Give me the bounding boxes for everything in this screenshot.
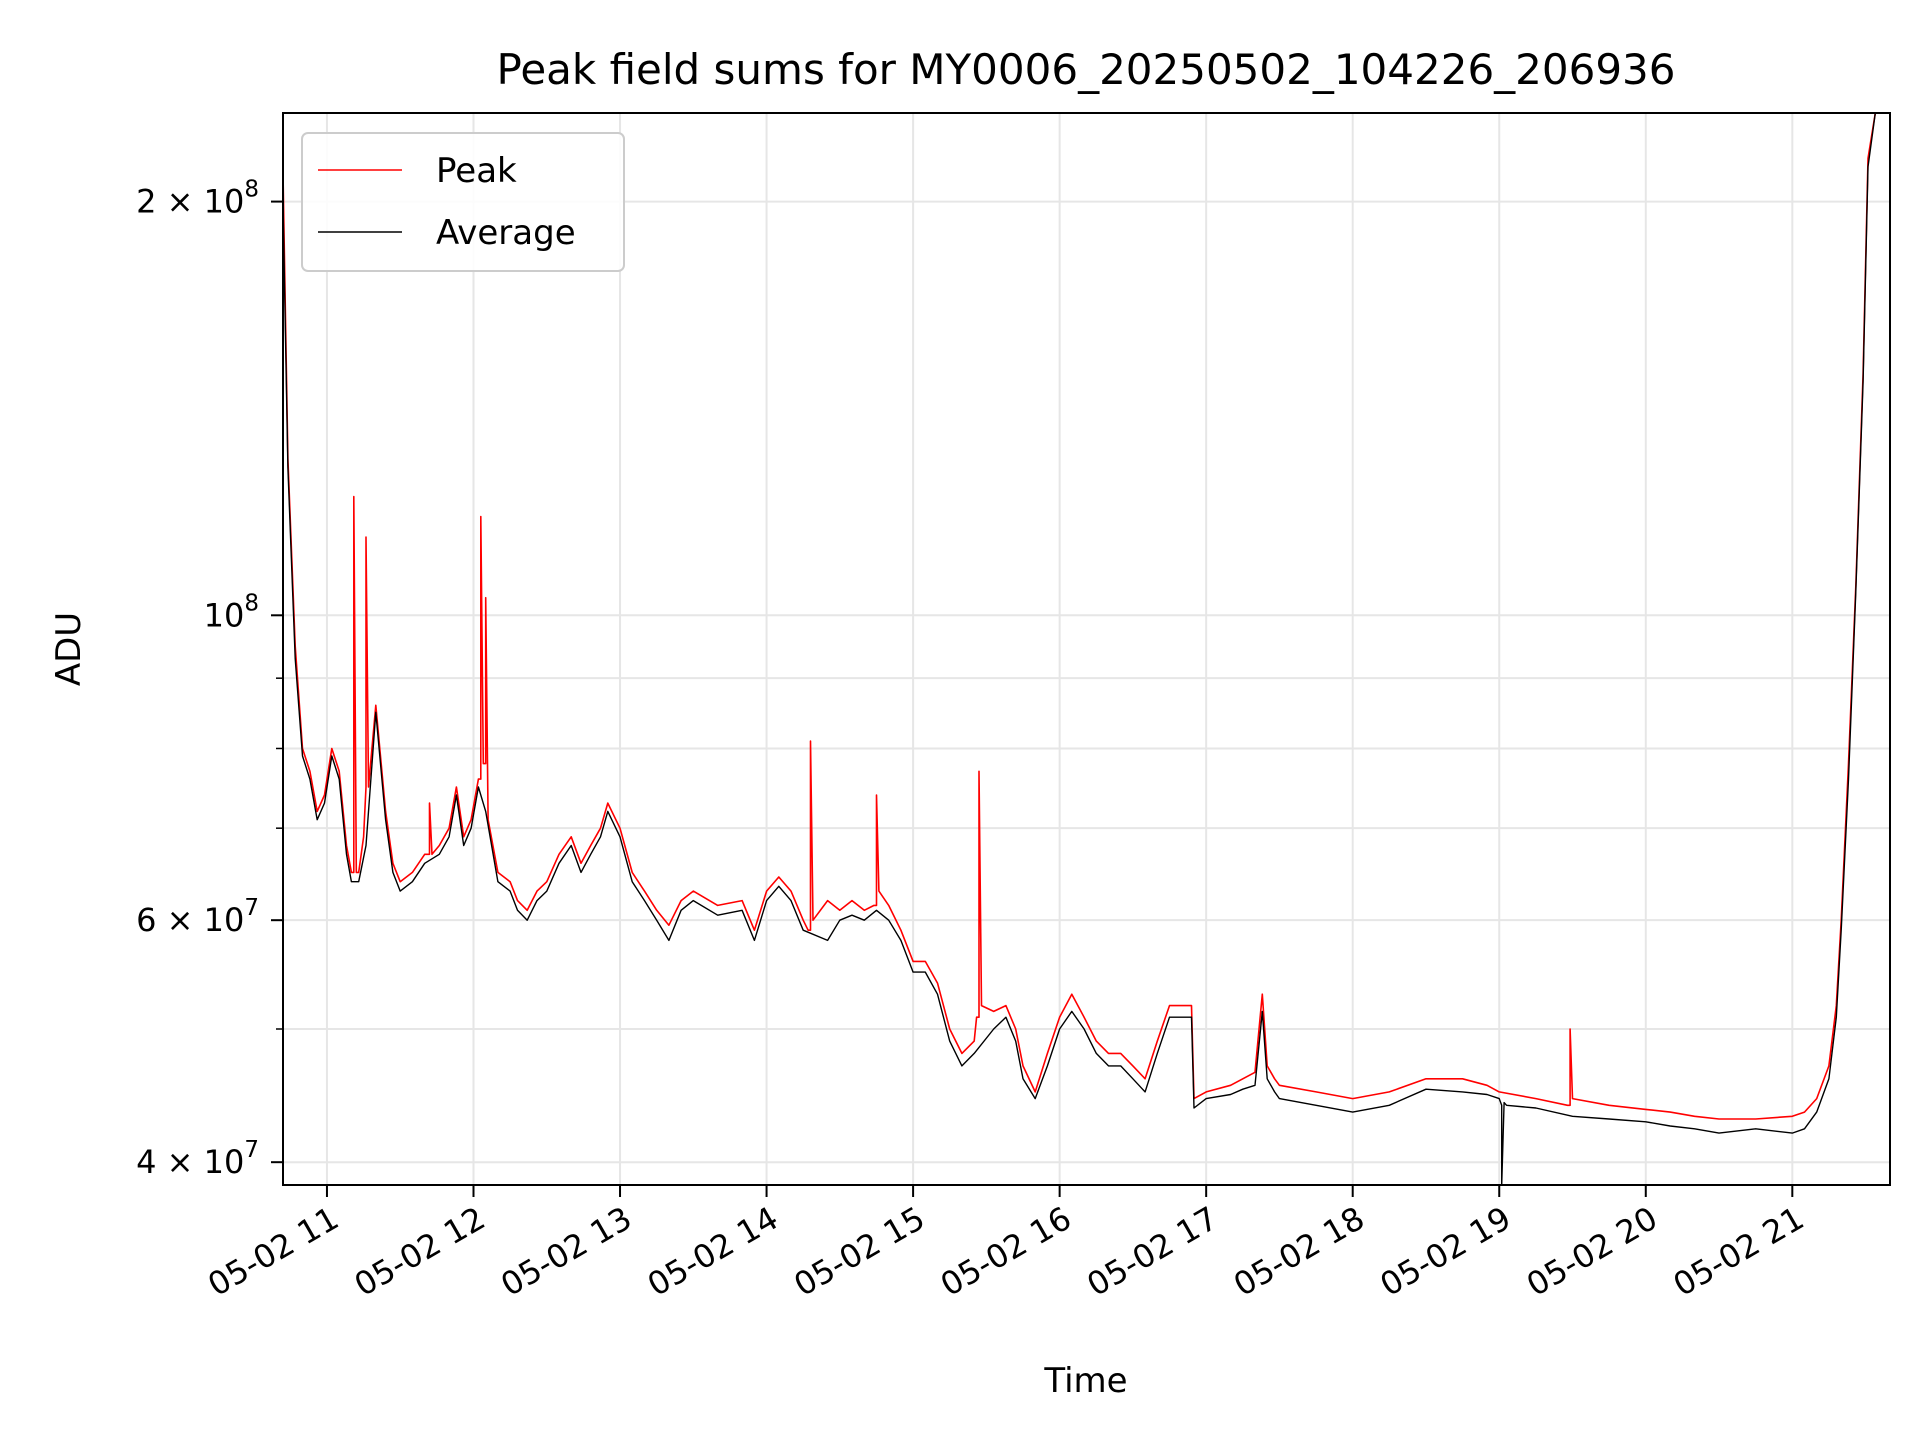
y-tick-label: 4 × 107 xyxy=(136,1137,259,1181)
legend-label-peak: Peak xyxy=(436,151,517,191)
y-tick-label: 108 xyxy=(204,590,259,634)
series-line-average xyxy=(283,113,1876,1185)
series-line-peak xyxy=(283,113,1877,1120)
series-layer xyxy=(283,113,1877,1185)
legend: Peak Average xyxy=(301,132,625,272)
y-axis-title: ADU xyxy=(49,612,89,686)
x-axis-title: Time xyxy=(1043,1361,1127,1401)
plot-frame xyxy=(282,112,1891,1186)
y-tick-label: 6 × 107 xyxy=(136,895,259,939)
y-tick-label: 2 × 108 xyxy=(136,177,259,221)
chart-title: Peak field sums for MY0006_20250502_1042… xyxy=(496,45,1675,94)
legend-label-average: Average xyxy=(436,213,576,253)
y-axis: 4 × 107 6 × 107 108 2 × 108 xyxy=(136,177,283,1181)
grid xyxy=(283,113,1890,1185)
legend-box xyxy=(301,132,625,272)
